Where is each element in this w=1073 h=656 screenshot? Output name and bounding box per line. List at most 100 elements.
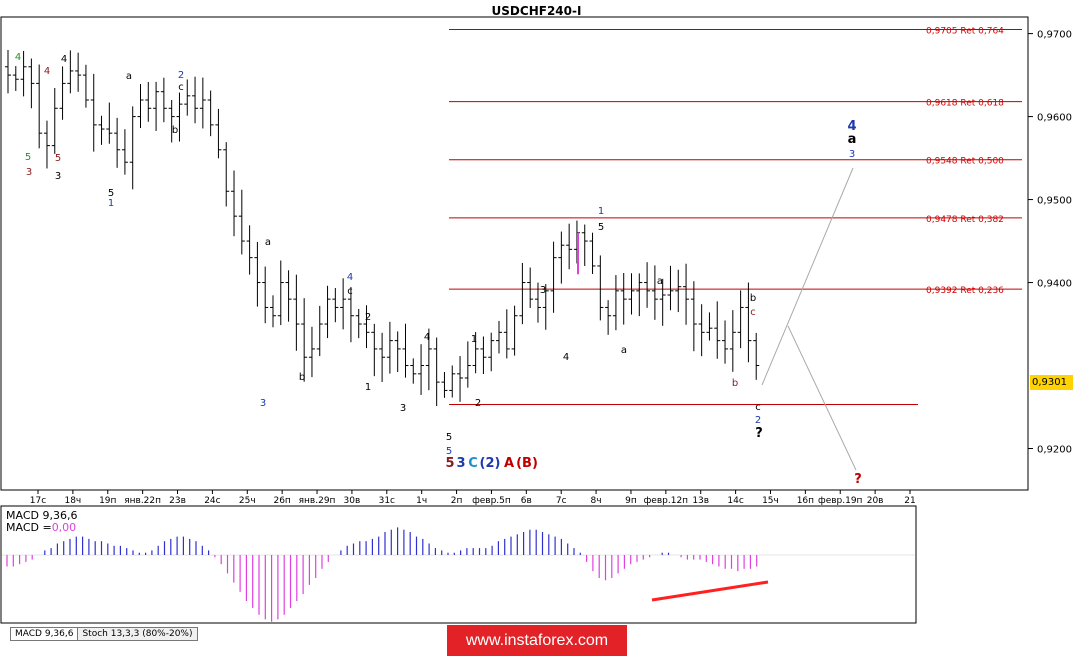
x-tick-label: 21: [904, 496, 915, 506]
wave-label: 1: [471, 334, 477, 345]
x-tick-label: 25ч: [239, 496, 256, 506]
wave-label: 5: [108, 188, 114, 199]
wave-label: 1: [598, 206, 604, 217]
projection-line-down: [787, 325, 857, 471]
macd-title-label: MACD 9,36,6: [6, 509, 78, 522]
x-tick-label: 26п: [273, 496, 290, 506]
fib-level-label: 0,9392 Ret 0,236: [926, 286, 1004, 296]
fib-level-label: 0,9478 Ret 0,382: [926, 215, 1004, 225]
instaforex-banner[interactable]: www.instaforex.com: [447, 625, 627, 656]
wave-label: 4: [347, 272, 353, 283]
x-tick-label: 2п: [451, 496, 463, 506]
wave-label: a: [848, 132, 857, 147]
macd-value-prefix: MACD =: [6, 521, 52, 534]
wave-label: 3: [400, 403, 406, 414]
main-plot-frame: [0, 16, 1029, 491]
wave-label: c: [347, 286, 353, 297]
macd-divergence-line: [651, 580, 769, 602]
wave-label: 4: [44, 66, 50, 77]
x-tick-label: 19п: [99, 496, 116, 506]
y-tick-label: 0,9600: [1037, 113, 1072, 124]
wave-label: 4: [15, 52, 21, 63]
tab-macd[interactable]: MACD 9,36,6: [10, 627, 79, 641]
wave-label: ?: [854, 472, 862, 487]
wave-label: a: [265, 237, 271, 248]
y-tick-label: 0,9400: [1037, 279, 1072, 290]
x-tick-label: 6в: [521, 496, 532, 506]
wave-label: (2): [480, 456, 501, 471]
macd-value: 0,00: [51, 521, 77, 534]
wave-label: 3: [849, 149, 855, 160]
wave-label: (B): [516, 456, 538, 471]
wave-label: 4: [61, 54, 67, 65]
wave-label: b: [732, 378, 738, 389]
wave-label: 3: [26, 167, 32, 178]
x-tick-label: янв.29п: [299, 496, 336, 506]
x-tick-label: 16п: [797, 496, 814, 506]
current-price-tag: 0,9301: [1030, 375, 1073, 390]
wave-label: C: [468, 456, 478, 471]
x-tick-label: 7с: [556, 496, 567, 506]
wave-label: 5: [25, 152, 31, 163]
wave-label: 1: [365, 382, 371, 393]
wave-label: 3: [260, 398, 266, 409]
macd-panel-frame: [0, 505, 917, 624]
tab-stoch[interactable]: Stoch 13,3,3 (80%-20%): [77, 627, 198, 641]
wave-label: a: [657, 276, 663, 287]
wave-label: 3: [540, 285, 546, 296]
x-tick-label: 13в: [692, 496, 709, 506]
x-tick-label: 24с: [204, 496, 220, 506]
wave-label: 4: [847, 119, 856, 134]
x-tick-label: 30в: [344, 496, 361, 506]
y-tick-label: 0,9700: [1037, 30, 1072, 41]
wave-label: 2: [755, 415, 761, 426]
wave-label: 5: [446, 432, 452, 443]
wave-label: 2: [475, 398, 481, 409]
x-tick-label: 20в: [867, 496, 884, 506]
x-tick-label: 9п: [625, 496, 637, 506]
wave-label: 5: [598, 222, 604, 233]
wave-label: c: [178, 82, 184, 93]
wave-label: b: [299, 372, 305, 383]
x-tick-label: 23в: [169, 496, 186, 506]
x-tick-label: февр.19п: [818, 496, 863, 506]
x-tick-label: 17с: [30, 496, 46, 506]
wave-label: 2: [365, 312, 371, 323]
wave-label: 2: [178, 70, 184, 81]
y-tick-label: 0,9200: [1037, 445, 1072, 456]
macd-value-label: MACD =0,00: [6, 521, 76, 534]
wave-label: ?: [755, 426, 763, 441]
x-tick-label: 18ч: [64, 496, 81, 506]
projection-line-up: [761, 167, 854, 386]
wave-label: a: [621, 345, 627, 356]
wave-label: 3: [55, 171, 61, 182]
x-tick-label: 1ч: [416, 496, 427, 506]
indicator-tabs: MACD 9,36,6 Stoch 13,3,3 (80%-20%): [10, 627, 198, 641]
wave-label: b: [750, 293, 756, 304]
wave-label: 1: [108, 198, 114, 209]
wave-label: c: [750, 307, 756, 318]
wave-label: 5: [55, 153, 61, 164]
wave-label: a: [126, 71, 132, 82]
fib-level-label: 0,9548 Ret 0,500: [926, 157, 1004, 167]
x-tick-label: янв.22п: [124, 496, 161, 506]
wave-label: c: [755, 402, 761, 413]
fib-level-label: 0,9705 Ret 0,764: [926, 26, 1004, 36]
x-tick-label: 14с: [727, 496, 743, 506]
wave-label: b: [172, 125, 178, 136]
wave-label: 5: [446, 446, 452, 457]
x-tick-label: февр.12п: [644, 496, 689, 506]
chart-title: USDCHF240-I: [491, 4, 582, 18]
x-tick-label: 8ч: [591, 496, 602, 506]
wave-label: 5: [445, 456, 454, 471]
wave-label: 3: [456, 456, 465, 471]
wave-label: 4: [563, 352, 569, 363]
wave-label: A: [504, 456, 514, 471]
x-tick-label: 15ч: [762, 496, 779, 506]
wave-label: 4: [424, 332, 430, 343]
x-tick-label: 31с: [379, 496, 395, 506]
fib-level-label: 0,9618 Ret 0,618: [926, 99, 1004, 109]
x-tick-label: февр.5п: [472, 496, 511, 506]
